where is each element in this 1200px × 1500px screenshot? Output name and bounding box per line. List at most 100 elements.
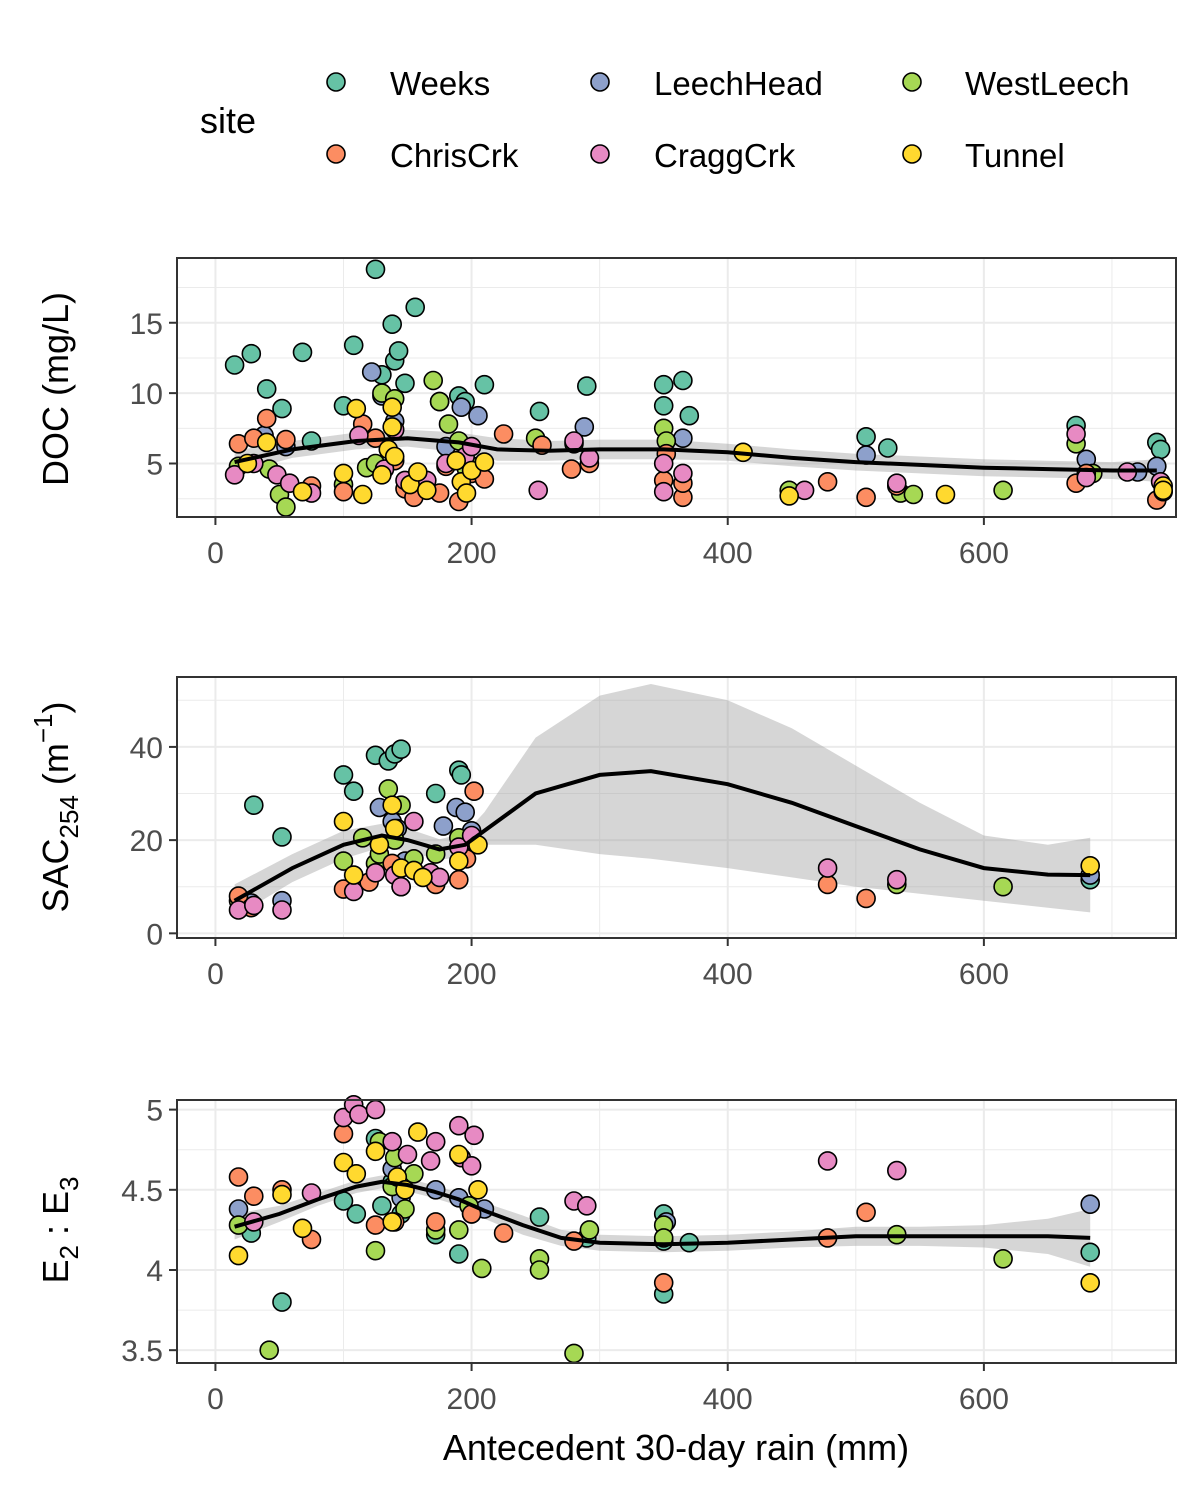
doc-point-weeks	[395, 373, 415, 394]
sac254-point-craggcrk	[429, 867, 450, 888]
doc-point-weeks	[856, 426, 876, 447]
sac254-point-craggcrk	[404, 811, 424, 832]
doc-point-tunnel	[372, 464, 392, 485]
doc-point-leechhead	[673, 428, 693, 449]
sac254-confidence-band	[234, 684, 1091, 917]
doc-point-weeks	[292, 342, 313, 363]
sac254-x-tick-label: 200	[447, 958, 497, 991]
sac254-point-weeks	[333, 765, 354, 785]
sac254-point-weeks	[272, 827, 292, 847]
e2e3-panel-border	[176, 1099, 1177, 1364]
e2e3-point-craggcrk	[349, 1104, 369, 1125]
e2e3-point-chriscrk	[228, 1167, 249, 1187]
sac254-panel-border	[176, 676, 1177, 939]
doc-point-weeks	[576, 376, 597, 396]
doc-point-weeks	[241, 343, 262, 364]
e2e3-point-chriscrk	[244, 1186, 264, 1206]
legend-label-craggcrk: CraggCrk	[654, 137, 796, 174]
doc-point-weeks	[673, 370, 693, 391]
doc-point-craggcrk	[673, 463, 693, 484]
sac254-point-chriscrk	[817, 874, 838, 895]
e2e3-point-westleech	[395, 1199, 415, 1219]
svg-text:E2 : E3: E2 : E3	[35, 1177, 84, 1284]
doc-point-weeks	[224, 355, 245, 375]
e2e3-point-tunnel	[1080, 1273, 1100, 1293]
sac254-point-westleech	[378, 779, 399, 799]
legend-label-chriscrk: ChrisCrk	[390, 137, 519, 174]
sac254-point-craggcrk	[391, 876, 411, 897]
e2e3-point-chriscrk	[493, 1223, 514, 1243]
sac254-point-craggcrk	[244, 895, 264, 916]
legend-key-craggcrk	[590, 144, 610, 164]
sac254-point-craggcrk	[817, 858, 838, 878]
legend-item-chriscrk: ChrisCrk	[326, 137, 519, 174]
sac254-point-tunnel	[448, 851, 469, 871]
doc-point-weeks	[405, 297, 426, 318]
e2e3-point-westleech	[448, 1220, 469, 1240]
sac254-point-chriscrk	[464, 781, 484, 802]
e2e3-point-westleech	[259, 1340, 280, 1360]
doc-point-craggcrk	[1066, 424, 1086, 444]
doc-point-weeks	[1150, 439, 1171, 460]
doc-point-tunnel	[416, 480, 437, 501]
sac254-point-tunnel	[343, 865, 364, 885]
sac254-point-weeks	[391, 739, 411, 760]
doc-point-tunnel	[382, 417, 403, 437]
doc-point-craggcrk	[653, 481, 674, 502]
doc-point-westleech	[429, 391, 450, 412]
sac-title-unit-open: (m	[35, 743, 76, 795]
sac254-point-craggcrk	[343, 881, 364, 902]
e2e3-point-tunnel	[407, 1122, 428, 1142]
legend-label-weeks: Weeks	[390, 65, 490, 102]
legend-key-chriscrk	[326, 144, 346, 164]
e2e3-point-weeks	[272, 1292, 292, 1312]
legend-label-westleech: WestLeech	[965, 65, 1129, 102]
doc-x-tick-label: 400	[703, 537, 753, 570]
e2e3-point-craggcrk	[425, 1131, 446, 1152]
e2e3-point-craggcrk	[397, 1144, 418, 1165]
e2e3-smooth-line	[234, 1179, 1091, 1247]
e2e3-point-westleech	[471, 1258, 492, 1279]
e2e3-y-tick-label: 3.5	[121, 1335, 163, 1368]
sac-title-superscript: −1	[28, 713, 58, 743]
doc-point-chriscrk	[493, 424, 514, 444]
doc-point-craggcrk	[886, 473, 907, 494]
e2e3-x-tick-label: 400	[703, 1383, 753, 1416]
e2e3-point-tunnel	[228, 1245, 249, 1266]
e2e3-point-craggcrk	[464, 1125, 484, 1146]
e2e3-point-tunnel	[346, 1164, 367, 1184]
y-axis-title-doc: DOC (mg/L)	[35, 292, 76, 486]
doc-point-tunnel	[456, 483, 477, 503]
legend-title: site	[200, 100, 256, 141]
doc-point-tunnel	[346, 398, 367, 419]
e2e3-point-weeks	[529, 1207, 550, 1227]
e2e3-point-chriscrk	[856, 1202, 876, 1223]
sac254-point-westleech	[993, 876, 1013, 897]
y-axis-title-sac254: SAC254 (m−1)	[28, 701, 84, 912]
doc-point-weeks	[256, 379, 277, 399]
doc-point-chriscrk	[256, 408, 277, 429]
doc-point-westleech	[903, 484, 924, 505]
doc-point-tunnel	[333, 463, 354, 484]
doc-point-leechhead	[574, 417, 595, 437]
e2e3-x-tick-label: 200	[447, 1383, 497, 1416]
doc-point-weeks	[653, 374, 674, 395]
doc-point-chriscrk	[276, 429, 296, 450]
doc-point-weeks	[382, 314, 403, 335]
e2e3-title-colon: : E	[35, 1191, 76, 1245]
e2e3-point-westleech	[529, 1260, 550, 1280]
doc-point-craggcrk	[564, 431, 584, 451]
sac254-smooth-line	[233, 769, 1091, 903]
sac254-y-tick-label: 0	[146, 918, 163, 951]
sac254-panel: 0 200 400 600 0 20 40	[130, 676, 1177, 991]
sac254-x-tick-label: 400	[703, 958, 753, 991]
doc-point-weeks	[474, 374, 495, 395]
legend-item-leechhead: LeechHead	[590, 65, 823, 102]
doc-y-tick-label: 15	[130, 308, 163, 341]
legend-item-tunnel: Tunnel	[902, 137, 1065, 174]
doc-point-weeks	[343, 335, 364, 356]
e2e3-point-craggcrk	[461, 1156, 482, 1176]
sac254-point-tunnel	[413, 867, 433, 888]
sac254-point-weeks	[451, 765, 472, 785]
e2e3-point-tunnel	[292, 1218, 313, 1239]
